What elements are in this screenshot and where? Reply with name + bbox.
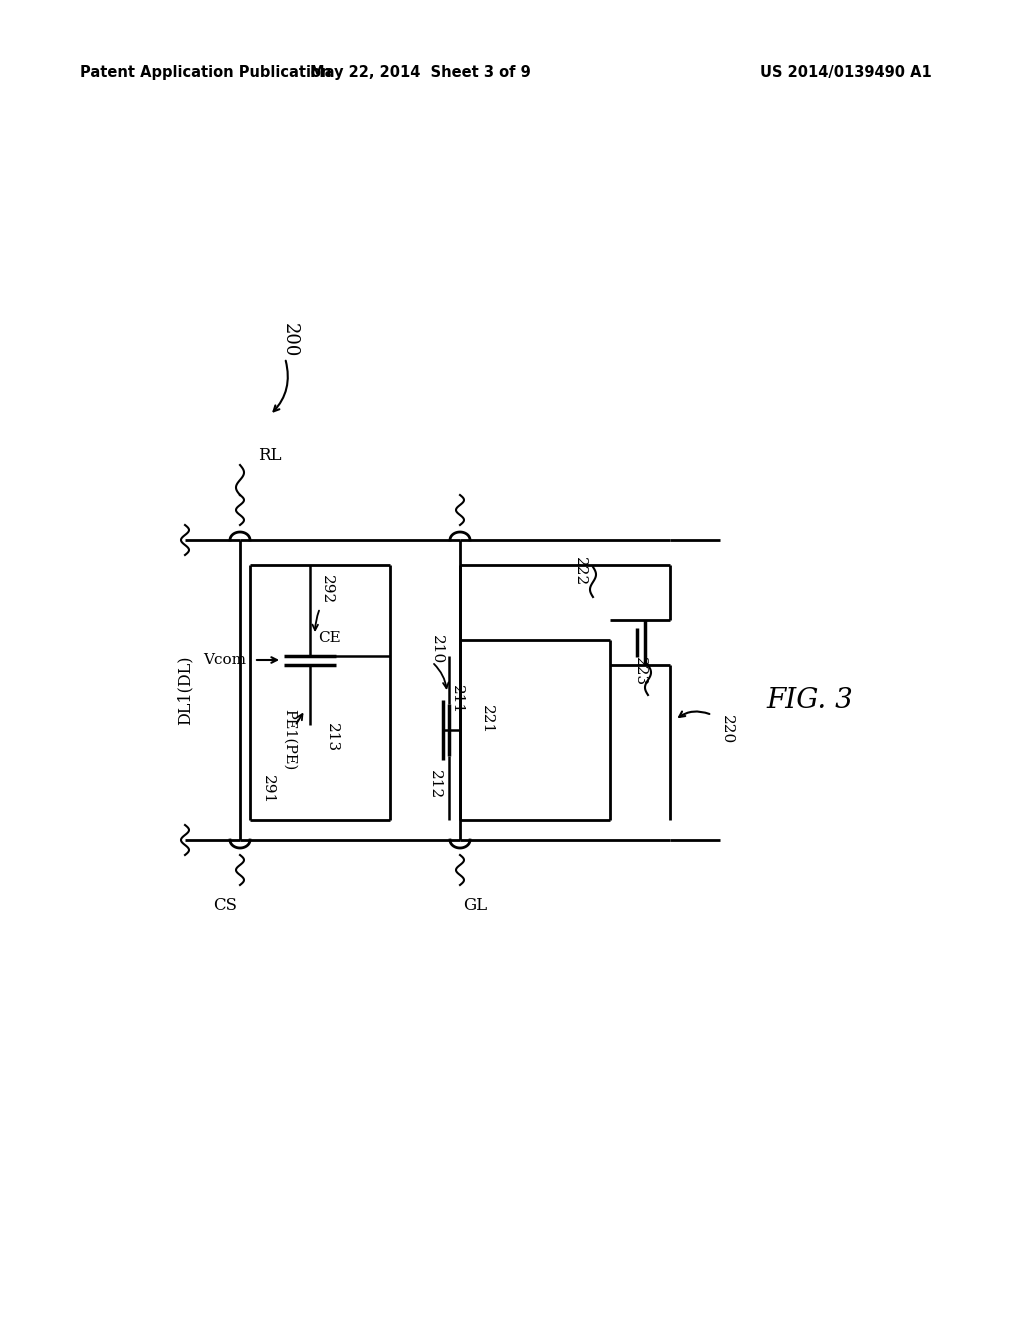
Text: FIG. 3: FIG. 3	[767, 686, 853, 714]
Text: RL: RL	[258, 446, 282, 463]
Text: 212: 212	[428, 771, 442, 800]
Text: 213: 213	[325, 723, 339, 752]
Text: 292: 292	[319, 576, 334, 605]
Text: Patent Application Publication: Patent Application Publication	[80, 65, 332, 79]
Text: CE: CE	[318, 631, 341, 645]
Text: 222: 222	[573, 557, 587, 586]
Text: PE1(PE): PE1(PE)	[283, 709, 297, 771]
Text: US 2014/0139490 A1: US 2014/0139490 A1	[760, 65, 932, 79]
Text: 211: 211	[450, 685, 464, 714]
Text: CS: CS	[213, 896, 237, 913]
Text: 291: 291	[261, 775, 275, 805]
Text: 210: 210	[430, 635, 444, 665]
Text: GL: GL	[463, 896, 487, 913]
Text: 221: 221	[480, 705, 494, 735]
Text: 220: 220	[720, 715, 734, 744]
Text: 200: 200	[281, 323, 299, 358]
Text: May 22, 2014  Sheet 3 of 9: May 22, 2014 Sheet 3 of 9	[309, 65, 530, 79]
Text: 223: 223	[633, 657, 647, 686]
Text: DL1(DL): DL1(DL)	[176, 655, 194, 725]
Text: Vcom: Vcom	[203, 653, 246, 667]
